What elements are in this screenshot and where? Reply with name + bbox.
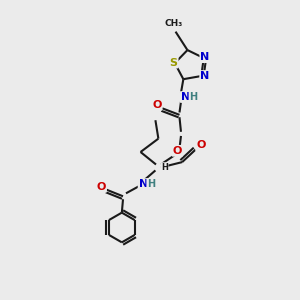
Text: H: H [161, 163, 168, 172]
Text: O: O [196, 140, 206, 151]
Text: N: N [200, 71, 209, 81]
Text: N: N [181, 92, 190, 102]
Text: O: O [173, 146, 182, 156]
Text: H: H [189, 92, 197, 102]
Text: CH₃: CH₃ [165, 19, 183, 28]
Text: O: O [152, 100, 162, 110]
Text: O: O [97, 182, 106, 192]
Text: N: N [200, 52, 210, 62]
Text: N: N [139, 179, 148, 189]
Text: H: H [147, 179, 155, 189]
Text: S: S [169, 58, 178, 68]
